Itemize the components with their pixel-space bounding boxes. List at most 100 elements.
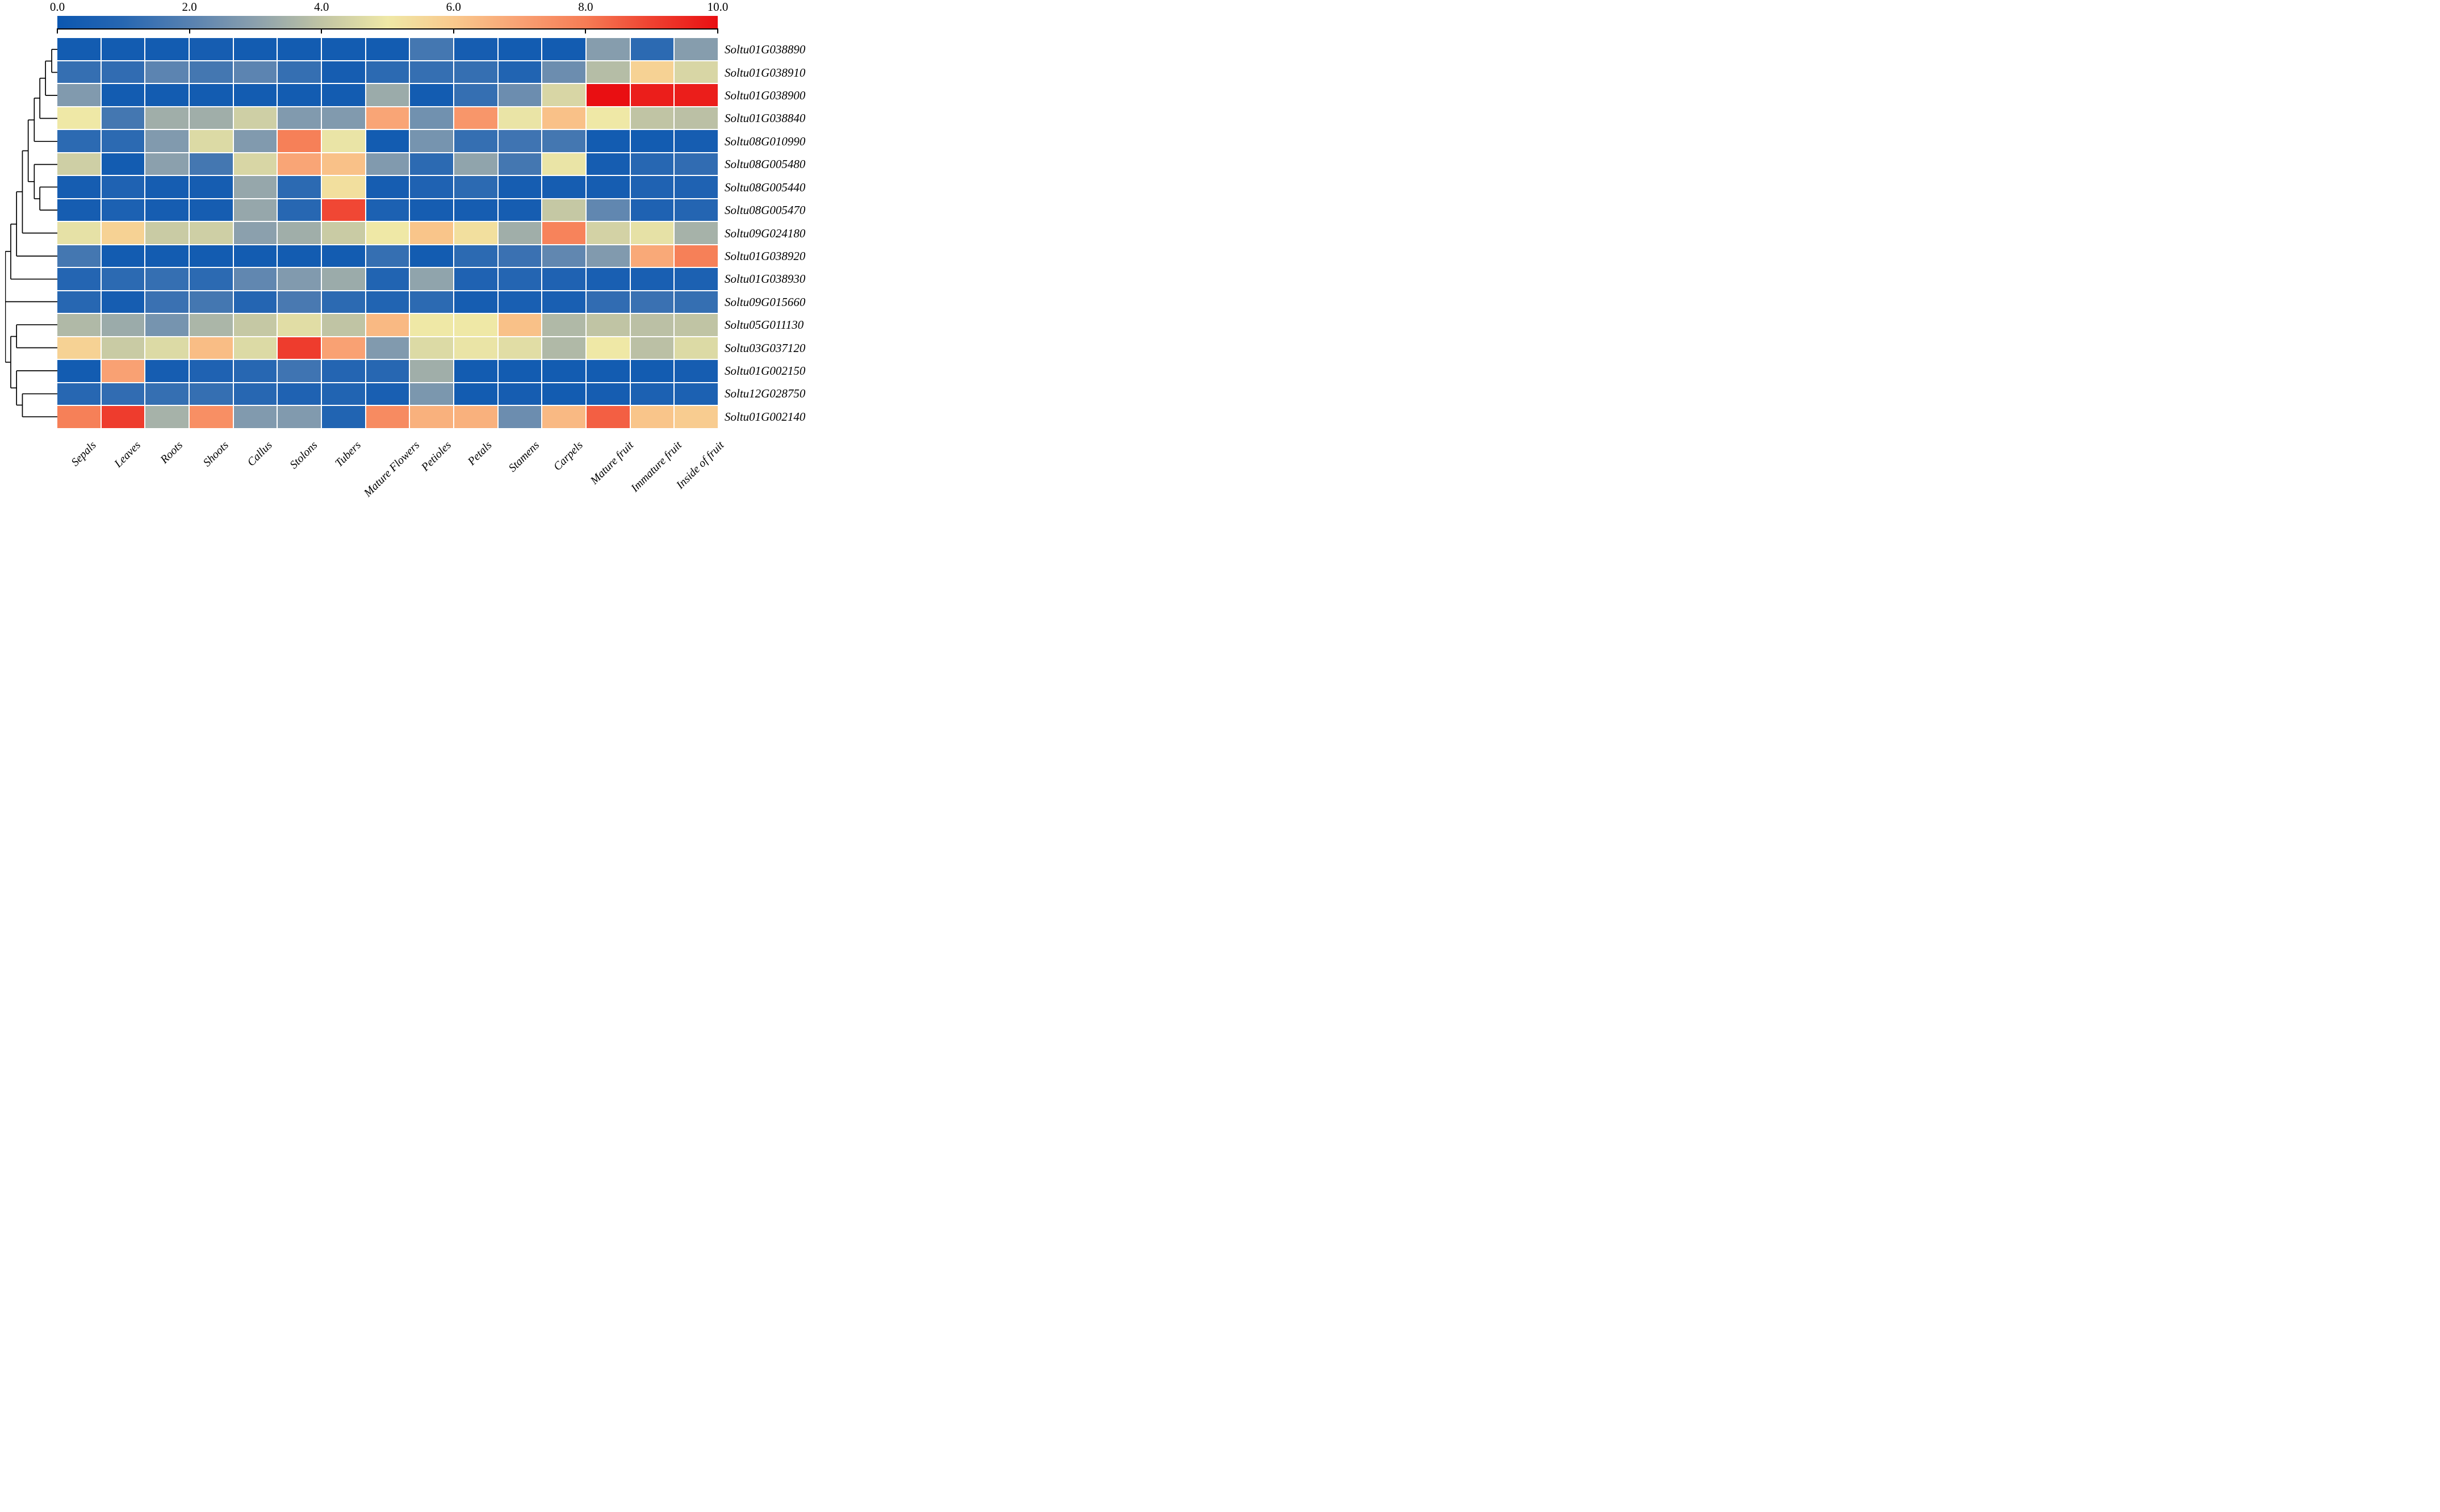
heatmap-cell: [454, 337, 497, 359]
heatmap-cell: [675, 291, 718, 313]
tissue-label: Petioles: [418, 439, 454, 474]
heatmap-cell: [366, 222, 409, 244]
heatmap-cell: [675, 153, 718, 175]
heatmap-cell: [630, 314, 674, 336]
heatmap-cell: [366, 107, 409, 129]
colorbar-tick-mark: [717, 28, 718, 33]
heatmap-cell: [366, 130, 409, 152]
heatmap-cell: [189, 38, 233, 60]
heatmap-cell: [410, 245, 453, 267]
heatmap-cell: [278, 38, 321, 60]
heatmap-cell: [233, 176, 277, 198]
colorbar-tick-label: 8.0: [578, 0, 593, 14]
heatmap-cell: [586, 360, 630, 382]
heatmap-cell: [321, 107, 365, 129]
colorbar-tick-label: 6.0: [446, 0, 461, 14]
heatmap-cell: [630, 291, 674, 313]
heatmap-cell: [542, 38, 585, 60]
heatmap-cell: [454, 84, 497, 106]
heatmap-cell: [321, 268, 365, 290]
heatmap-cell: [586, 84, 630, 106]
heatmap-cell: [233, 245, 277, 267]
heatmap-cell: [454, 406, 497, 428]
row-dendrogram: [5, 38, 57, 428]
heatmap-cell: [410, 199, 453, 221]
heatmap-cell: [57, 130, 101, 152]
heatmap-cell: [366, 314, 409, 336]
heatmap-cell: [586, 61, 630, 83]
heatmap-cell: [57, 314, 101, 336]
heatmap-cell: [675, 383, 718, 405]
heatmap-cell: [145, 268, 189, 290]
heatmap-cell: [278, 130, 321, 152]
heatmap-cell: [233, 383, 277, 405]
heatmap-cell: [189, 337, 233, 359]
heatmap-cell: [366, 383, 409, 405]
heatmap-cell: [145, 383, 189, 405]
heatmap-cell: [101, 38, 145, 60]
heatmap-cell: [675, 130, 718, 152]
heatmap-cell: [57, 222, 101, 244]
tissue-label: Shoots: [200, 439, 231, 470]
heatmap-cell: [630, 360, 674, 382]
heatmap-cell: [233, 84, 277, 106]
heatmap-cell: [675, 222, 718, 244]
heatmap-cell: [101, 153, 145, 175]
heatmap-cell: [586, 268, 630, 290]
heatmap-cell: [542, 291, 585, 313]
heatmap-cell: [278, 199, 321, 221]
heatmap-cell: [675, 314, 718, 336]
heatmap-cell: [321, 245, 365, 267]
heatmap-cell: [454, 245, 497, 267]
heatmap-cell: [57, 337, 101, 359]
gene-label: Soltu08G005440: [725, 180, 806, 194]
heatmap-cell: [145, 222, 189, 244]
heatmap-cell: [233, 199, 277, 221]
heatmap-cell: [410, 337, 453, 359]
heatmap-cell: [278, 222, 321, 244]
heatmap-cell: [189, 84, 233, 106]
tissue-label: Callus: [245, 439, 275, 469]
heatmap-cell: [321, 199, 365, 221]
gene-label: Soltu01G038890: [725, 43, 806, 57]
heatmap-cell: [189, 130, 233, 152]
heatmap-cell: [542, 222, 585, 244]
heatmap-cell: [586, 406, 630, 428]
heatmap-cell: [278, 153, 321, 175]
heatmap-cell: [233, 107, 277, 129]
heatmap-cell: [410, 268, 453, 290]
heatmap-cell: [101, 314, 145, 336]
heatmap-cell: [189, 406, 233, 428]
heatmap-cell: [101, 176, 145, 198]
heatmap-cell: [366, 406, 409, 428]
heatmap-cell: [145, 245, 189, 267]
heatmap-cell: [321, 176, 365, 198]
heatmap-cell: [454, 38, 497, 60]
heatmap-cell: [189, 199, 233, 221]
heatmap-cell: [454, 291, 497, 313]
heatmap-cell: [57, 107, 101, 129]
heatmap-cell: [542, 153, 585, 175]
heatmap-cell: [366, 245, 409, 267]
colorbar-tick-label: 0.0: [49, 0, 65, 14]
heatmap-cell: [366, 38, 409, 60]
heatmap-cell: [278, 84, 321, 106]
heatmap-cell: [542, 84, 585, 106]
heatmap-cell: [630, 268, 674, 290]
heatmap-cell: [366, 176, 409, 198]
heatmap-cell: [321, 153, 365, 175]
heatmap-cell: [498, 245, 542, 267]
heatmap-cell: [542, 360, 585, 382]
heatmap-cell: [410, 176, 453, 198]
heatmap-cell: [145, 107, 189, 129]
heatmap-cell: [675, 38, 718, 60]
heatmap-cell: [189, 176, 233, 198]
heatmap-cell: [542, 130, 585, 152]
heatmap-cell: [57, 84, 101, 106]
heatmap-cell: [278, 107, 321, 129]
heatmap-cell: [586, 222, 630, 244]
heatmap-cell: [410, 61, 453, 83]
heatmap-cell: [630, 38, 674, 60]
gene-label: Soltu12G028750: [725, 387, 806, 401]
heatmap-cell: [366, 61, 409, 83]
